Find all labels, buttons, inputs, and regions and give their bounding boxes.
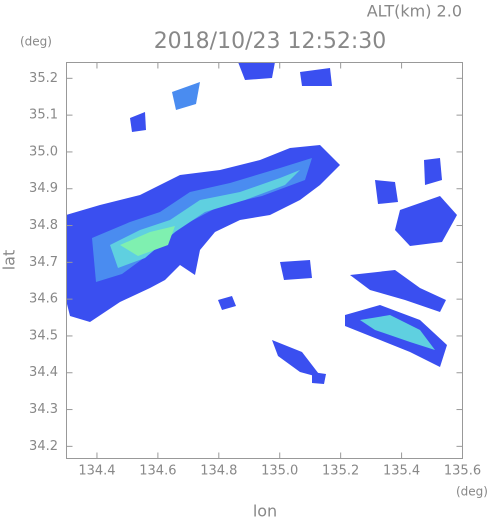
x-tick-label: 135.2 xyxy=(322,464,359,479)
x-tick-label: 134.6 xyxy=(139,464,176,479)
x-tick-label: 135.4 xyxy=(383,464,420,479)
y-tick-label: 34.6 xyxy=(29,292,58,307)
y-tick-label: 34.4 xyxy=(29,365,58,380)
x-tick-label: 134.4 xyxy=(78,464,115,479)
x-tick-label: 134.8 xyxy=(200,464,237,479)
y-tick-label: 34.7 xyxy=(29,255,58,270)
radar-echoes xyxy=(66,62,457,384)
altitude: ALT(km) 2.0 xyxy=(367,2,462,21)
y-label: lat xyxy=(0,250,19,271)
y-unit: (deg) xyxy=(20,35,52,49)
y-tick-label: 34.2 xyxy=(29,439,58,454)
y-tick-label: 35.1 xyxy=(29,108,58,123)
x-tick-label: 135.6 xyxy=(444,464,481,479)
y-tick-label: 34.8 xyxy=(29,218,58,233)
timestamp: 2018/10/23 12:52:30 xyxy=(154,29,387,54)
y-tick-label: 34.3 xyxy=(29,402,58,417)
x-tick-label: 135.0 xyxy=(261,464,298,479)
x-unit: (deg) xyxy=(456,485,488,499)
y-tick-label: 35.0 xyxy=(29,144,58,159)
frame xyxy=(66,62,463,459)
y-tick-label: 34.9 xyxy=(29,181,58,196)
y-tick-label: 35.2 xyxy=(29,71,58,86)
x-label: lon xyxy=(253,502,277,521)
y-tick-label: 34.5 xyxy=(29,328,58,343)
